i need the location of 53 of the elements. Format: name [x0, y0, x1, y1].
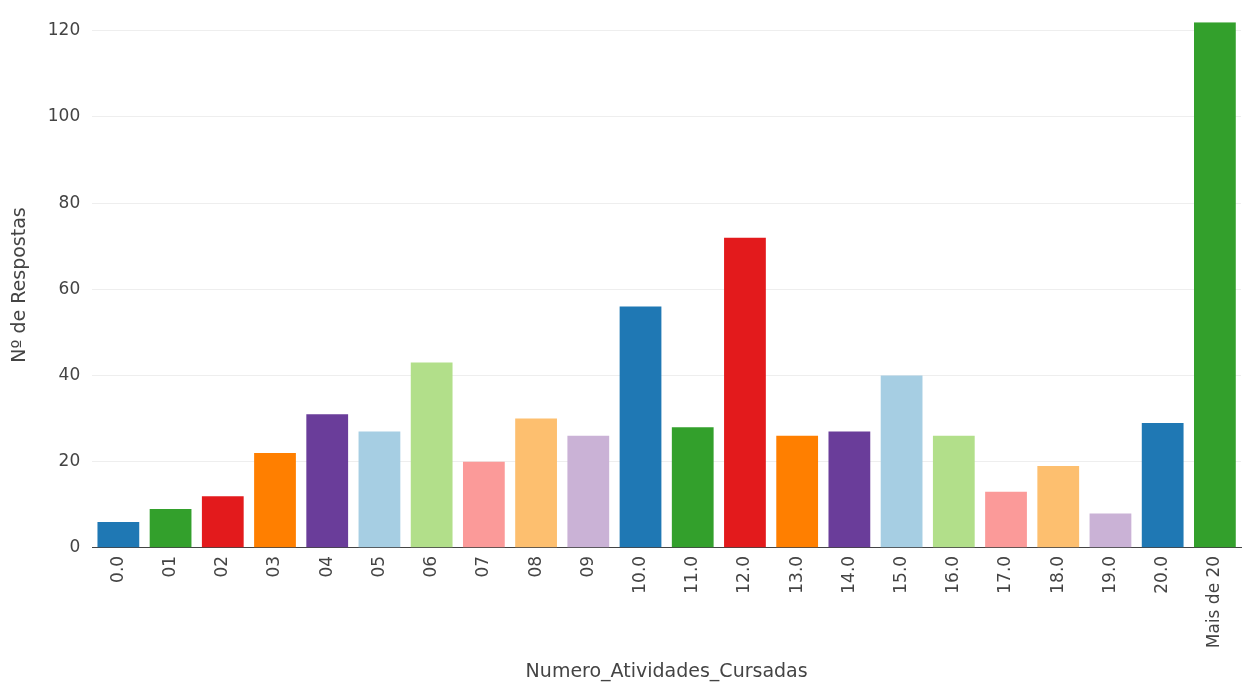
x-tick-label: 20.0: [1151, 555, 1172, 594]
bar: [1037, 465, 1080, 548]
x-tick-label: 09: [576, 555, 597, 578]
y-tick-label: 0: [69, 536, 81, 557]
bar: [776, 435, 819, 548]
bar: [201, 496, 244, 548]
bar: [410, 362, 453, 548]
x-tick-label: 02: [211, 555, 232, 578]
bar: [671, 427, 714, 548]
y-tick-label: 60: [58, 277, 81, 298]
bar: [1089, 513, 1132, 548]
y-tick-label: 120: [47, 19, 81, 40]
y-tick-label: 80: [58, 191, 81, 212]
bar: [515, 418, 557, 548]
x-tick-label: 11.0: [681, 555, 702, 594]
x-tick-label: 15.0: [890, 555, 911, 594]
bar: [985, 491, 1027, 548]
x-tick-label: 08: [524, 555, 545, 578]
bar: [306, 414, 349, 548]
bar: [932, 435, 975, 548]
x-tick-label: 19.0: [1098, 555, 1119, 594]
x-tick-label: 10.0: [628, 555, 649, 594]
bar: [149, 509, 192, 548]
x-tick-label: 0.0: [106, 555, 127, 583]
x-tick-label: 07: [472, 555, 493, 578]
x-tick-label: 18.0: [1046, 555, 1067, 594]
bar: [828, 431, 871, 548]
x-tick-label: 17.0: [994, 555, 1015, 594]
y-axis-title: Nº de Respostas: [7, 207, 30, 363]
y-tick-label: 100: [47, 105, 81, 126]
x-tick-label: 14.0: [837, 555, 858, 594]
x-tick-label: 16.0: [942, 555, 963, 594]
bar: [724, 237, 766, 548]
x-tick-label: 05: [367, 555, 388, 578]
bar: [462, 461, 505, 548]
x-axis-title: Numero_Atividades_Cursadas: [525, 658, 808, 682]
x-tick-label: Mais de 20: [1203, 555, 1224, 649]
x-tick-label: 13.0: [785, 555, 806, 594]
y-tick-label: 40: [58, 363, 81, 384]
x-tick-label: 06: [420, 555, 441, 578]
bar: [1194, 22, 1236, 548]
x-tick-label: 03: [263, 555, 284, 578]
bar: [254, 453, 296, 548]
x-tick-label: 12.0: [733, 555, 754, 594]
bar: [97, 521, 140, 548]
bar: [358, 431, 401, 548]
x-tick-label: 04: [315, 555, 336, 578]
bar: [619, 306, 662, 548]
bar: [880, 375, 923, 548]
y-tick-label: 20: [58, 450, 81, 471]
x-tick-label: 01: [158, 555, 179, 578]
bar: [567, 435, 610, 548]
bar: [1141, 422, 1184, 548]
